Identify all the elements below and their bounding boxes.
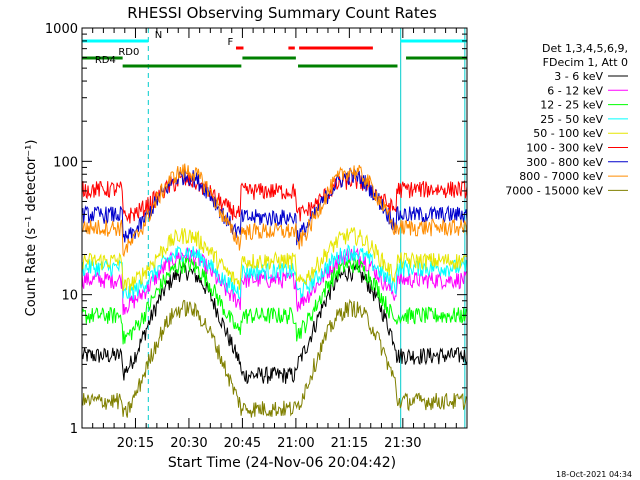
- series-line: [81, 227, 468, 294]
- series-line: [81, 255, 468, 345]
- legend-header: FDecim 1, Att 0: [543, 56, 628, 69]
- chart-title: RHESSI Observing Summary Count Rates: [127, 4, 437, 22]
- axes: 1 10 100 1000 20:15 20:30 20:45 21:00 21:15 21:30: [45, 22, 468, 451]
- timestamp: 18-Oct-2021 04:34: [556, 470, 632, 479]
- y-tick-label: 10: [61, 289, 78, 304]
- y-tick-label: 1000: [45, 22, 78, 37]
- legend: Det 1,3,4,5,6,9,FDecim 1, Att 03 - 6 keV…: [505, 42, 628, 197]
- flag-label: N: [155, 30, 162, 41]
- series-line: [81, 298, 468, 418]
- legend-entry: 300 - 800 keV: [526, 156, 603, 169]
- x-tick-label: 21:30: [384, 436, 421, 451]
- legend-entry: 800 - 7000 keV: [519, 170, 603, 183]
- series-line: [81, 172, 468, 224]
- flag-label: RD4: [95, 55, 116, 66]
- legend-entry: 100 - 300 keV: [526, 142, 603, 155]
- legend-entry: 6 - 12 keV: [547, 84, 603, 97]
- flag-label: RD0: [118, 47, 139, 58]
- y-axis-label: Count Rate (s⁻¹ detector⁻¹): [24, 140, 39, 317]
- series-line: [81, 163, 468, 258]
- flag-label: F: [227, 37, 233, 48]
- y-tick-label: 100: [53, 155, 78, 170]
- legend-entry: 12 - 25 keV: [540, 99, 603, 112]
- legend-header: Det 1,3,4,5,6,9,: [542, 42, 628, 55]
- legend-entry: 50 - 100 keV: [533, 127, 603, 140]
- legend-entry: 25 - 50 keV: [540, 113, 603, 126]
- x-tick-label: 20:15: [117, 436, 154, 451]
- legend-entry: 7000 - 15000 keV: [505, 184, 603, 197]
- series-line: [81, 247, 468, 316]
- legend-entry: 3 - 6 keV: [554, 70, 603, 83]
- series-line: [81, 263, 468, 384]
- y-tick-label: 1: [70, 422, 78, 437]
- x-tick-label: 20:30: [170, 436, 207, 451]
- x-tick-label: 21:15: [331, 436, 368, 451]
- x-tick-label: 21:00: [277, 436, 314, 451]
- x-axis-label: Start Time (24-Nov-06 20:04:42): [168, 455, 396, 471]
- x-tick-label: 20:45: [224, 436, 261, 451]
